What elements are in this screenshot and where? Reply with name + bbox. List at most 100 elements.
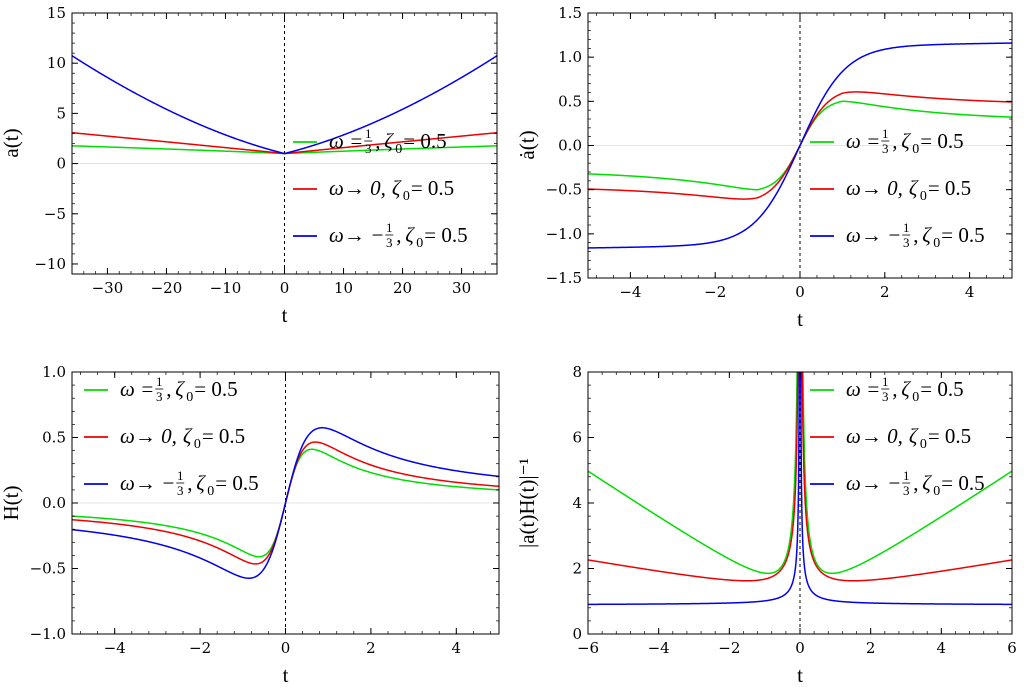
x-axis-label: t xyxy=(283,663,289,687)
legend-zeta-sub: 0 xyxy=(933,236,940,251)
legend-frac-den: 3 xyxy=(903,235,910,250)
x-tick-label: −4 xyxy=(648,639,670,657)
y-tick-label: −10 xyxy=(34,255,66,273)
x-tick-label: 30 xyxy=(452,279,471,297)
legend-comma: , xyxy=(892,129,897,153)
legend-comma: , xyxy=(187,471,192,495)
legend-zeta: ζ xyxy=(922,471,932,495)
x-tick-label: 2 xyxy=(366,639,376,657)
x-tick-label: 0 xyxy=(281,639,291,657)
legend-text: ω→ 0, xyxy=(846,176,903,200)
series-line-3 xyxy=(588,42,1012,249)
x-tick-label: 2 xyxy=(880,283,890,301)
legend-frac-den: 3 xyxy=(156,389,163,404)
legend-zeta: ζ xyxy=(909,176,919,200)
y-tick-label: −1.0 xyxy=(30,625,66,643)
legend-zeta: ζ xyxy=(901,129,911,153)
y-tick-label: 0 xyxy=(572,625,582,643)
y-tick-label: 1.0 xyxy=(558,48,582,66)
legend-text: ω→ − xyxy=(846,471,901,495)
legend-frac-num: 1 xyxy=(177,468,184,483)
legend-zeta: ζ xyxy=(922,223,932,247)
x-tick-label: 6 xyxy=(1007,639,1017,657)
series-line-3 xyxy=(72,55,497,155)
x-tick-label: −30 xyxy=(92,279,124,297)
legend-zeta-sub: 0 xyxy=(186,390,193,405)
y-tick-label: −1.5 xyxy=(546,269,582,287)
y-tick-label: 0.0 xyxy=(42,494,66,512)
y-tick-label: 4 xyxy=(572,494,582,512)
series-line-2 xyxy=(588,372,1012,582)
x-tick-label: 4 xyxy=(452,639,462,657)
series-line-3 xyxy=(588,372,1012,606)
legend-frac-den: 3 xyxy=(386,235,393,250)
legend-zeta-sub: 0 xyxy=(207,484,214,499)
y-tick-label: 1.0 xyxy=(42,363,66,381)
y-tick-label: 8 xyxy=(572,363,582,381)
legend-frac-num: 1 xyxy=(365,126,372,141)
legend-frac-den: 3 xyxy=(365,141,372,156)
x-tick-label: 4 xyxy=(937,639,947,657)
x-tick-label: 0 xyxy=(795,639,805,657)
x-tick-label: −4 xyxy=(104,639,126,657)
legend-value: = 0.5 xyxy=(215,471,258,495)
legend-value: = 0.5 xyxy=(194,377,237,401)
chart-panel-2: −4 −2 0 2 4−1.5−1.0−0.50.00.51.01.5tȧ(t) ω = … xyxy=(515,4,1013,331)
legend-value: = 0.5 xyxy=(411,176,454,200)
legend-value: = 0.5 xyxy=(928,424,971,448)
legend-frac-den: 3 xyxy=(903,483,910,498)
legend-frac-den: 3 xyxy=(882,141,889,156)
y-tick-label: −5 xyxy=(44,205,66,223)
legend-value: = 0.5 xyxy=(403,129,446,153)
legend-frac-num: 1 xyxy=(156,374,163,389)
legend-text: ω = xyxy=(846,377,880,401)
series-line-1 xyxy=(588,372,1012,575)
y-tick-label: −0.5 xyxy=(30,560,66,578)
legend: ω = 13, ζ 0 = 0.5ω→ 0, ζ 0 = 0.5ω→ −13, ζ 0 = … xyxy=(810,374,985,499)
legend-frac-num: 1 xyxy=(882,374,889,389)
legend-zeta: ζ xyxy=(392,176,402,200)
legend-frac-num: 1 xyxy=(386,220,393,235)
legend-zeta-sub: 0 xyxy=(416,236,423,251)
y-axis-label: ȧ(t) xyxy=(515,130,539,159)
x-tick-label: −4 xyxy=(619,283,641,301)
legend-value: = 0.5 xyxy=(941,471,984,495)
y-tick-label: 5 xyxy=(56,104,66,122)
x-tick-label: 20 xyxy=(393,279,412,297)
legend-comma: , xyxy=(913,223,918,247)
legend-value: = 0.5 xyxy=(202,424,245,448)
legend-zeta-sub: 0 xyxy=(912,390,919,405)
y-tick-label: 10 xyxy=(47,54,66,72)
legend-comma: , xyxy=(396,223,401,247)
legend-text: ω→ 0, xyxy=(329,176,386,200)
legend-text: ω→ − xyxy=(329,223,384,247)
legend-comma: , xyxy=(892,377,897,401)
legend-zeta: ζ xyxy=(405,223,415,247)
y-tick-label: 0.5 xyxy=(558,92,582,110)
legend-frac-num: 1 xyxy=(903,468,910,483)
y-tick-label: 0.5 xyxy=(42,429,66,447)
legend-text: ω→ 0, xyxy=(120,424,177,448)
x-tick-label: −2 xyxy=(704,283,726,301)
legend-zeta: ζ xyxy=(901,377,911,401)
y-tick-label: 2 xyxy=(572,560,582,578)
legend-value: = 0.5 xyxy=(920,377,963,401)
legend-text: ω = xyxy=(846,129,880,153)
y-tick-label: −0.5 xyxy=(546,181,582,199)
x-tick-label: −20 xyxy=(151,279,183,297)
legend-zeta-sub: 0 xyxy=(395,142,402,157)
legend-text: ω→ − xyxy=(120,471,175,495)
legend-text: ω→ 0, xyxy=(846,424,903,448)
y-tick-label: −1.0 xyxy=(546,225,582,243)
legend-zeta-sub: 0 xyxy=(920,437,927,452)
x-axis-label: t xyxy=(797,307,803,331)
legend-zeta-sub: 0 xyxy=(403,189,410,204)
y-axis-label: |a(t)H(t)|⁻¹ xyxy=(515,458,539,548)
legend-frac-num: 1 xyxy=(882,126,889,141)
x-tick-label: 0 xyxy=(795,283,805,301)
y-tick-label: 1.5 xyxy=(558,4,582,22)
y-tick-label: 6 xyxy=(572,429,582,447)
